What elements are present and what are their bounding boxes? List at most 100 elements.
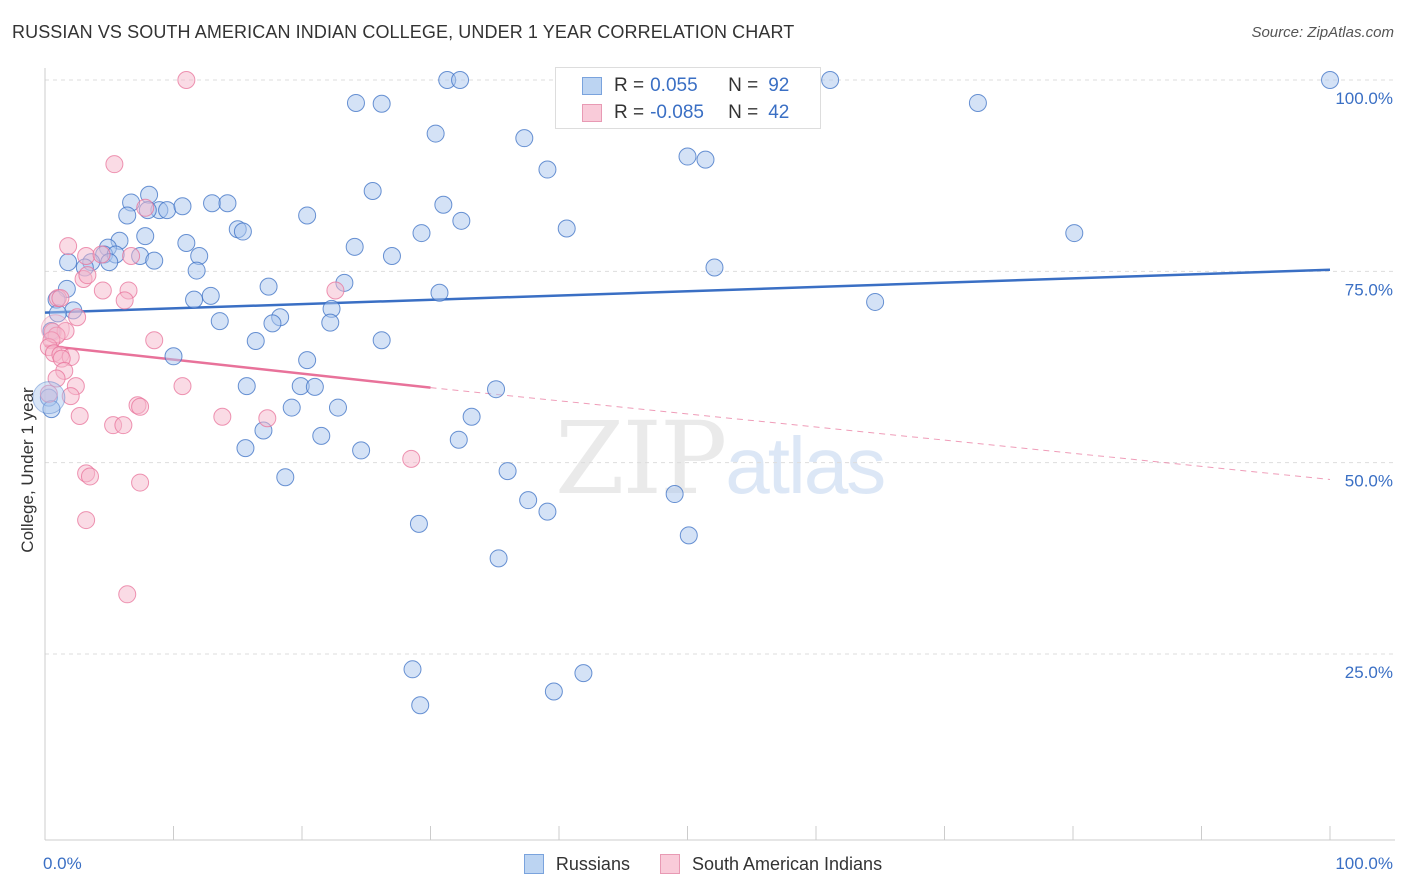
legend-item-sa-indians[interactable]: South American Indians <box>659 852 882 876</box>
data-point-russians <box>164 347 183 366</box>
data-point-russians <box>236 439 255 458</box>
data-point-russians <box>298 351 317 370</box>
legend-swatch-sa-indians <box>582 104 602 122</box>
data-point-russians <box>412 224 431 243</box>
data-point-russians <box>305 377 324 396</box>
data-point-russians <box>372 94 391 113</box>
source-credit: Source: ZipAtlas.com <box>1251 24 1394 41</box>
data-point-russians <box>426 124 445 143</box>
data-point-russians <box>538 160 557 179</box>
data-point-sa-indians <box>93 281 112 300</box>
axes <box>44 68 1395 841</box>
data-point-russians <box>345 237 364 256</box>
data-point-russians <box>218 194 237 213</box>
data-point-russians <box>451 71 470 89</box>
data-point-russians <box>866 292 885 311</box>
data-point-sa-indians <box>115 291 134 310</box>
n-label: N = <box>728 75 759 96</box>
trend-lines <box>44 268 1331 481</box>
trend-line-sa-indians <box>44 344 431 389</box>
watermark-zip: ZIP <box>555 400 727 517</box>
trend-line-russians <box>44 268 1331 314</box>
data-point-sa-indians <box>114 416 133 435</box>
data-point-russians <box>679 526 698 545</box>
data-point-russians <box>136 227 155 246</box>
data-point-russians <box>411 696 430 715</box>
r-label: R = <box>614 75 645 96</box>
data-point-russians <box>705 258 724 277</box>
data-point-russians <box>177 234 196 253</box>
data-point-russians <box>515 129 534 148</box>
data-point-russians <box>363 181 382 200</box>
data-point-russians-cluster <box>32 381 66 415</box>
data-point-sa-indians <box>61 387 80 406</box>
data-point-sa-indians <box>122 247 141 266</box>
data-point-russians <box>352 441 371 460</box>
data-point-sa-indians-cluster <box>40 314 70 344</box>
data-point-russians <box>282 398 301 417</box>
legend-item-russians[interactable]: Russians <box>523 852 630 876</box>
data-point-sa-indians <box>59 237 78 256</box>
data-point-russians <box>382 247 401 266</box>
data-point-russians <box>118 206 137 225</box>
data-point-russians <box>1065 224 1084 243</box>
series-legend: Russians South American Indians <box>0 852 1406 876</box>
data-point-russians <box>519 491 538 510</box>
y-tick-label: 75.0% <box>1345 280 1393 299</box>
watermark: ZIPatlas <box>555 400 886 517</box>
data-point-russians <box>203 194 222 213</box>
data-point-sa-indians <box>70 406 89 425</box>
x-tick-label: 100.0% <box>1335 854 1393 873</box>
r-value-russians: 0.055 <box>650 75 698 96</box>
n-value-sa-indians: 42 <box>768 102 790 123</box>
data-point-russians <box>237 377 256 396</box>
data-point-russians <box>145 251 164 270</box>
data-point-sa-indians <box>177 71 196 89</box>
data-point-russians <box>312 426 331 445</box>
data-point-sa-indians <box>131 473 150 492</box>
data-point-sa-indians <box>51 289 70 308</box>
data-point-russians <box>557 219 576 238</box>
data-point-sa-indians <box>39 384 58 403</box>
data-point-russians <box>665 485 684 504</box>
tick-labels: 25.0% 50.0% 75.0% 100.0% 0.0% 100.0% <box>43 89 1393 873</box>
data-point-russians <box>430 283 449 302</box>
data-point-russians <box>372 331 391 350</box>
chart-title: RUSSIAN VS SOUTH AMERICAN INDIAN COLLEGE… <box>12 22 795 42</box>
data-point-russians <box>449 430 468 449</box>
data-point-sa-indians <box>92 245 111 264</box>
data-point-russians <box>276 468 295 487</box>
r-value-sa-indians: -0.085 <box>650 102 704 123</box>
data-point-russians <box>452 211 471 230</box>
legend-swatch-russians <box>582 77 602 95</box>
x-tick-label: 0.0% <box>43 854 82 873</box>
r-label: R = <box>614 102 645 123</box>
data-point-russians <box>298 206 317 225</box>
data-point-russians <box>59 253 78 272</box>
data-point-sa-indians <box>80 467 99 486</box>
data-point-sa-indians <box>68 308 87 327</box>
data-point-russians <box>821 71 840 89</box>
data-point-russians <box>489 549 508 568</box>
y-tick-label: 25.0% <box>1345 663 1393 682</box>
data-points <box>32 71 1339 715</box>
data-point-russians <box>185 290 204 309</box>
legend-swatch-sa-indians <box>659 854 680 874</box>
data-point-russians <box>462 407 481 426</box>
data-point-sa-indians <box>78 266 97 285</box>
data-point-sa-indians <box>173 377 192 396</box>
data-point-russians <box>201 286 220 305</box>
data-point-russians <box>574 664 593 683</box>
data-point-russians <box>328 398 347 417</box>
data-point-sa-indians <box>47 369 66 388</box>
data-point-russians <box>259 277 278 296</box>
data-point-sa-indians <box>77 511 96 530</box>
data-point-russians <box>158 201 177 220</box>
data-point-russians <box>233 222 252 241</box>
data-point-russians <box>173 197 192 216</box>
legend-label-russians: Russians <box>555 853 630 874</box>
data-point-sa-indians <box>402 449 421 468</box>
trend-line-sa-indians <box>430 387 1331 481</box>
data-point-russians <box>246 331 265 350</box>
data-point-russians <box>210 312 229 331</box>
